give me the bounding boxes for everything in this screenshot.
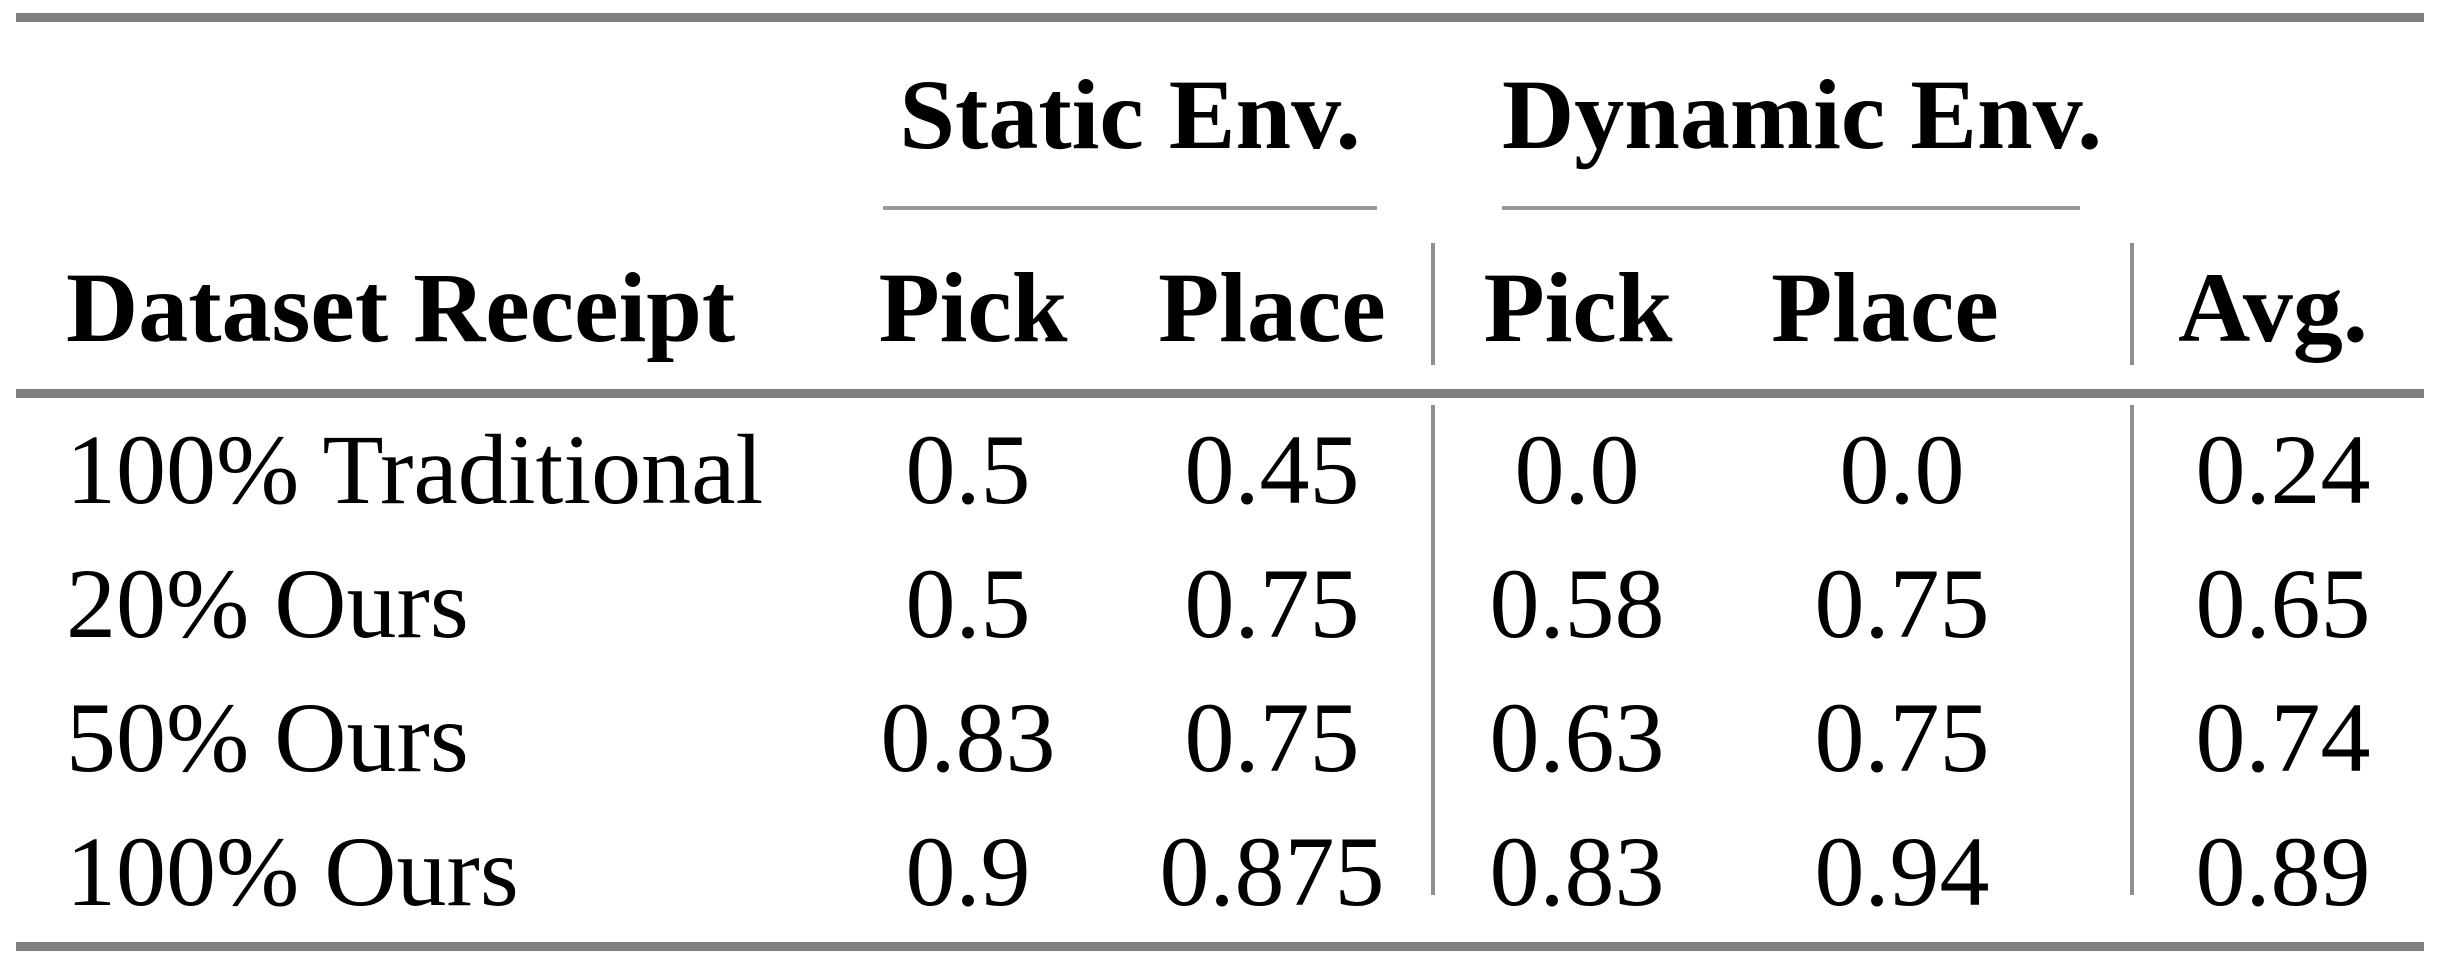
column-separator-static-dynamic-header bbox=[1431, 243, 1435, 365]
cell-avg: 0.74 bbox=[2195, 682, 2371, 793]
cell-static-place: 0.875 bbox=[1159, 816, 1385, 927]
row-label: 50% Ours bbox=[66, 682, 469, 793]
table-bottom-rule bbox=[16, 942, 2424, 951]
row-label: 100% Traditional bbox=[66, 414, 764, 525]
cell-dynamic-place: 0.75 bbox=[1814, 682, 1990, 793]
row-label: 100% Ours bbox=[66, 816, 519, 927]
column-group-dynamic-env: Dynamic Env. bbox=[1502, 59, 2103, 170]
table-row: 20% Ours 0.5 0.75 0.58 0.75 0.65 bbox=[0, 537, 2440, 671]
column-separator-avg-header bbox=[2130, 243, 2134, 365]
cmidrule-static-env bbox=[883, 206, 1377, 210]
column-separator-static-dynamic-body bbox=[1431, 405, 1435, 895]
column-header-static-place: Place bbox=[1158, 252, 1386, 363]
cell-static-pick: 0.5 bbox=[905, 414, 1031, 525]
table-row: 100% Ours 0.9 0.875 0.83 0.94 0.89 bbox=[0, 805, 2440, 939]
cell-dynamic-pick: 0.83 bbox=[1489, 816, 1665, 927]
cell-static-place: 0.75 bbox=[1184, 548, 1360, 659]
table-header-rule bbox=[16, 389, 2424, 398]
table-row: 100% Traditional 0.5 0.45 0.0 0.0 0.24 bbox=[0, 403, 2440, 537]
column-separator-avg-body bbox=[2130, 405, 2134, 895]
cell-static-pick: 0.83 bbox=[880, 682, 1056, 793]
cell-dynamic-place: 0.94 bbox=[1814, 816, 1990, 927]
cell-dynamic-pick: 0.58 bbox=[1489, 548, 1665, 659]
cell-dynamic-place: 0.75 bbox=[1814, 548, 1990, 659]
column-header-avg: Avg. bbox=[2178, 252, 2368, 363]
cell-dynamic-pick: 0.0 bbox=[1514, 414, 1640, 525]
cell-static-pick: 0.5 bbox=[905, 548, 1031, 659]
table-top-rule bbox=[16, 13, 2424, 22]
column-header-static-pick: Pick bbox=[878, 252, 1068, 363]
column-header-dynamic-pick: Pick bbox=[1483, 252, 1673, 363]
column-group-static-env: Static Env. bbox=[899, 59, 1361, 170]
cell-static-place: 0.75 bbox=[1184, 682, 1360, 793]
cell-static-pick: 0.9 bbox=[905, 816, 1031, 927]
cell-avg: 0.65 bbox=[2195, 548, 2371, 659]
cell-avg: 0.24 bbox=[2195, 414, 2371, 525]
table-row: 50% Ours 0.83 0.75 0.63 0.75 0.74 bbox=[0, 671, 2440, 805]
column-header-dynamic-place: Place bbox=[1771, 252, 1999, 363]
column-header-dataset-receipt: Dataset Receipt bbox=[66, 252, 736, 363]
cell-dynamic-pick: 0.63 bbox=[1489, 682, 1665, 793]
cell-static-place: 0.45 bbox=[1184, 414, 1360, 525]
cmidrule-dynamic-env bbox=[1502, 206, 2080, 210]
row-label: 20% Ours bbox=[66, 548, 469, 659]
cell-dynamic-place: 0.0 bbox=[1839, 414, 1965, 525]
cell-avg: 0.89 bbox=[2195, 816, 2371, 927]
